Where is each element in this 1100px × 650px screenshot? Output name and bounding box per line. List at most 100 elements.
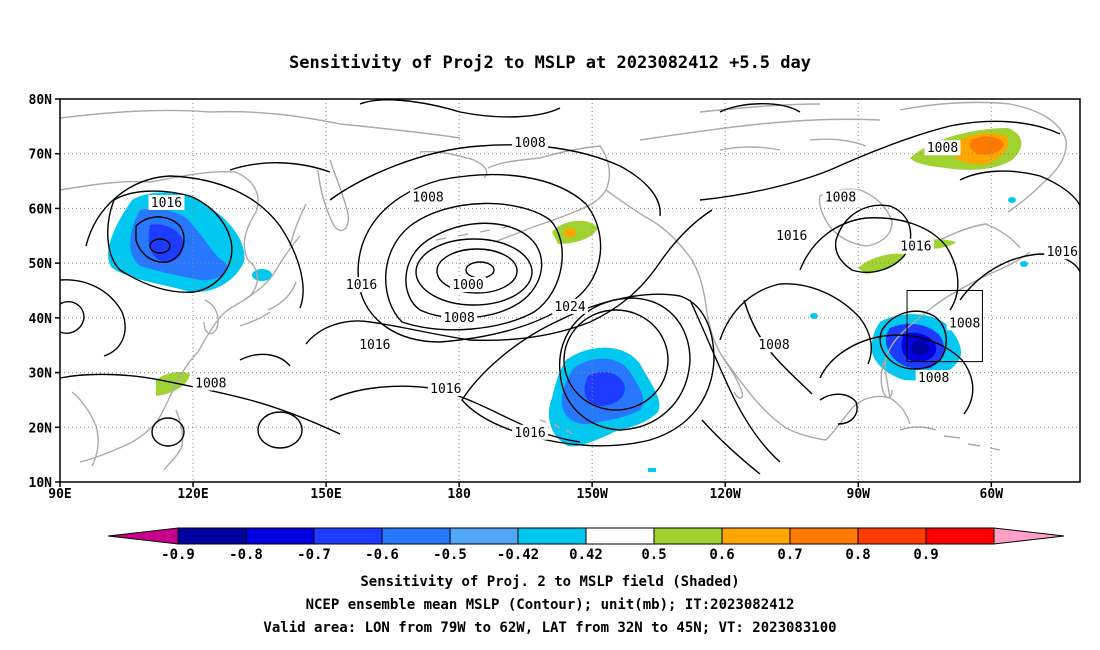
contour-na-1008 <box>719 283 872 365</box>
lat-tick-label: 40N <box>29 312 53 327</box>
coast-sakhalin <box>289 203 307 247</box>
colorbar-label: -0.9 <box>161 547 195 563</box>
contour-label: 1008 <box>918 371 949 386</box>
contour-label-bg <box>148 194 185 210</box>
lon-tick-label: 60W <box>980 487 1004 502</box>
shade-china-green <box>156 372 190 396</box>
colorbar-swatch <box>925 527 995 545</box>
colorbar-swatch <box>381 527 451 545</box>
contour-asia-inner <box>135 216 185 263</box>
coast-aleutians <box>435 225 511 241</box>
contour-pac-1016-east <box>689 299 781 463</box>
contour-asia-1016 <box>107 190 233 293</box>
contour-label-bg <box>915 370 952 386</box>
lat-tick-label: 10N <box>29 476 53 491</box>
contour-label-bg <box>897 238 934 254</box>
shade-canada-green1 <box>858 253 904 274</box>
coast-sea <box>71 391 99 467</box>
contour-label: 1008 <box>195 377 226 392</box>
contour-pac-1016-east2 <box>701 419 761 475</box>
lon-tick-label: 150E <box>310 487 341 502</box>
shade-cpac-fleck <box>648 468 656 472</box>
contour-label: 1016 <box>514 426 545 441</box>
contour-label-bg <box>924 140 961 156</box>
map-title: Sensitivity of Proj2 to MSLP at 20230824… <box>289 53 811 73</box>
coast-korea <box>203 299 219 335</box>
contour-labels: 1008 1008 1016 1008 1008 1016 1016 1016 1016 1000… <box>148 134 1081 441</box>
contour-label-bg <box>773 227 810 243</box>
contour-japan-loop <box>257 411 303 449</box>
contour-us-1008 <box>879 310 947 370</box>
contour-asia-1016-2 <box>239 353 291 367</box>
contour-arctic <box>359 99 561 118</box>
contour-canada-1016 <box>834 204 912 274</box>
contour-label-bg <box>756 337 792 353</box>
contour-label: 1016 <box>900 240 931 255</box>
lon-tick-label: 150W <box>577 487 608 502</box>
lon-tick-label: 120E <box>177 487 208 502</box>
lon-tick-label: 90W <box>847 487 871 502</box>
contour-label-bg <box>512 134 549 150</box>
colorbar-swatch <box>245 527 315 545</box>
lon-tick-label: 90E <box>48 487 71 502</box>
colorbar-end-high <box>993 527 1065 545</box>
contour-low-5 <box>385 202 563 331</box>
lon-axis: 90E 120E 150E 180 150W 120W 90W 60W <box>48 482 1003 502</box>
contour-west-edge <box>59 300 85 334</box>
colorbar-label: -0.5 <box>433 547 467 563</box>
contour-label-bg <box>356 337 393 353</box>
colorbar-label: 0.42 <box>569 547 603 563</box>
contour-label-bg <box>822 189 859 205</box>
contour-label: 1008 <box>443 311 474 326</box>
contour-gom <box>819 393 858 425</box>
coast-hawaii <box>539 419 573 435</box>
colorbar-swatch <box>721 527 791 545</box>
colorbar: -0.9 -0.8 -0.7 -0.6 -0.5 -0.42 0.42 0.5 0.6 0.7 0.… <box>107 527 1065 563</box>
contour-label: 1016 <box>776 229 807 244</box>
contour-label-bg <box>343 277 380 293</box>
colorbar-swatch <box>653 527 723 545</box>
coast-us-east <box>884 251 1031 399</box>
contour-label: 1008 <box>514 136 545 151</box>
contour-low-center-2 <box>436 248 518 294</box>
lat-tick-label: 20N <box>29 421 53 436</box>
lat-tick-label: 50N <box>29 257 53 272</box>
colorbar-swatch <box>449 527 519 545</box>
caption-line-1: Sensitivity of Proj. 2 to MSLP field (Sh… <box>360 574 740 590</box>
contour-label: 1008 <box>825 190 856 205</box>
lat-tick-label: 60N <box>29 202 53 217</box>
colorbar-label: -0.8 <box>229 547 263 563</box>
contour-label-bg <box>450 277 486 293</box>
coast-japan <box>239 235 301 327</box>
contour-label: 1008 <box>758 338 789 353</box>
coast-philippines <box>163 409 184 471</box>
contour-canada-1016b <box>799 217 959 311</box>
colorbar-label: -0.42 <box>497 547 539 563</box>
lat-tick-label: 30N <box>29 367 53 382</box>
contour-high-1024-2 <box>558 297 691 431</box>
lat-tick-label: 80N <box>29 93 53 108</box>
coast-kamchatka <box>317 159 349 232</box>
colorbar-swatch <box>517 527 587 545</box>
contour-label: 1008 <box>927 141 958 156</box>
shade-greenland-red <box>970 136 1004 155</box>
coast-baja <box>721 355 744 399</box>
contour-label-bg <box>192 375 229 391</box>
colorbar-swatch <box>313 527 383 545</box>
shade-us-dark <box>911 341 929 355</box>
coast-greenland <box>899 101 1067 213</box>
map-panel: 1008 1008 1016 1008 1008 1016 1016 1016 1016 1000… <box>29 93 1081 502</box>
contour-us-outer <box>819 334 974 415</box>
coast-caribbean <box>899 426 1001 451</box>
coast-florida <box>880 357 893 399</box>
contour-arctic-2 <box>229 162 331 173</box>
contour-label-bg <box>512 424 549 440</box>
lat-tick-label: 70N <box>29 148 53 163</box>
contour-label: 1000 <box>452 278 483 293</box>
contour-pacific-1016-south <box>329 385 581 443</box>
colorbar-swatch <box>585 527 655 545</box>
colorbar-label: 0.6 <box>709 547 734 563</box>
contour-label-bg <box>441 309 478 325</box>
lon-tick-label: 120W <box>710 487 741 502</box>
